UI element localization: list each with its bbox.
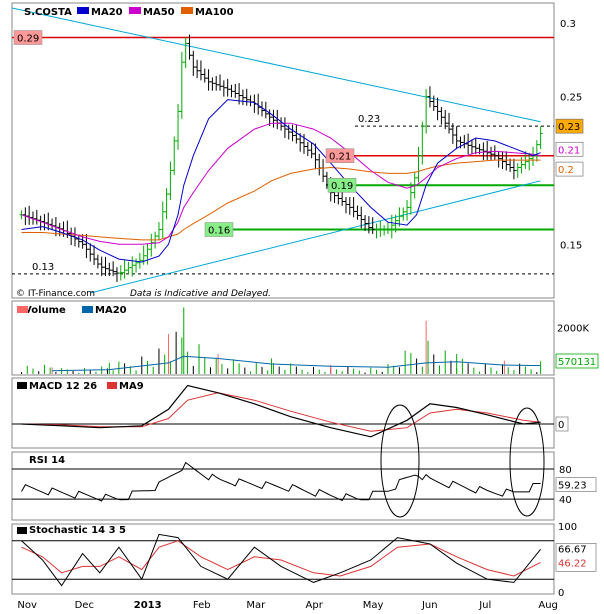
price-panel-frame	[11, 2, 555, 299]
level-tag-0.13: 0.13	[32, 262, 54, 273]
x-axis: Nov Dec 2013 Feb Mar Apr May Jun Jul Aug	[17, 600, 558, 611]
macd-zero-badge-box	[555, 416, 569, 432]
legend-label-MA50: MA50	[143, 7, 175, 18]
legend-swatch-MA20	[77, 7, 89, 14]
x-tick-2013: 2013	[134, 600, 162, 611]
x-tick-Jul: Jul	[478, 600, 491, 611]
price-legend: MA20 MA50 MA100	[77, 7, 234, 18]
rsi-title: RSI 14	[29, 455, 65, 466]
volume-panel-frame	[11, 300, 555, 376]
macd-panel: 0 MACD 12 26 MA9	[11, 377, 569, 449]
price-badge-2: 0.2	[558, 165, 574, 176]
volume-title: Volume	[24, 305, 66, 316]
macd-title: MACD 12 26	[29, 381, 97, 392]
volume-swatch	[17, 306, 28, 313]
rsi-y-tick-1: 40	[559, 495, 572, 506]
annotation-circle-aug	[509, 407, 545, 517]
stoch-k-line	[21, 533, 541, 587]
x-tick-May: May	[363, 600, 384, 611]
price-y-tick-0: 0.3	[560, 19, 576, 30]
volume-ma20-line	[52, 355, 541, 372]
volume-badge-box	[555, 353, 599, 369]
level-tag-box-0.16	[204, 222, 234, 237]
legend-swatch-MA100	[181, 7, 193, 14]
macd-legend: MA9	[17, 381, 144, 392]
legend-label-MA100: MA100	[195, 7, 234, 18]
price-badge-1: 0.21	[558, 145, 580, 156]
stoch-panel: 100 0 66.67 46.22 Stochastic 14 3 5	[11, 522, 597, 599]
x-tick-Dec: Dec	[75, 600, 94, 611]
level-tag-0.23: 0.23	[358, 114, 380, 125]
price-badge-2-box	[555, 161, 584, 177]
level-tag-box-0.19	[327, 177, 357, 193]
rsi-y-tick-0: 80	[559, 465, 572, 476]
level-tag-box-0.21	[325, 148, 355, 163]
stoch-y-tick-1: 0	[558, 588, 564, 599]
price-panel: 0.3 0.25 0.2 0.15 0.29 0.21 0.19 0.16 0.23 0.13 0.…	[11, 2, 584, 299]
x-tick-Jun: Jun	[421, 600, 438, 611]
price-ma100-line	[21, 159, 541, 241]
price-badge-0-box	[555, 118, 584, 134]
level-tag-box-0.29	[13, 30, 43, 45]
price-title: S.COSTA	[24, 7, 72, 18]
price-y-tick-1: 0.25	[560, 93, 582, 104]
volume-y-tick-0: 2000K	[557, 324, 589, 335]
price-badge-0: 0.23	[558, 122, 580, 133]
volume-panel: 2000K 570131 Volume MA20	[11, 300, 599, 376]
x-tick-Aug: Aug	[538, 600, 558, 611]
trendline-1	[90, 180, 541, 294]
price-y-tick-3: 0.15	[560, 240, 582, 251]
level-tag-0.21: 0.21	[329, 152, 351, 163]
legend-swatch-MA50	[129, 7, 141, 14]
source-credit: © IT-Finance.com	[16, 289, 95, 299]
price-badge-1-box	[555, 141, 584, 157]
level-tag-0.19: 0.19	[331, 181, 353, 192]
x-tick-Apr: Apr	[306, 600, 324, 611]
level-tag-0.29: 0.29	[17, 34, 39, 45]
level-tag-0.16: 0.16	[208, 226, 230, 237]
volume-legend-ma20: MA20	[95, 305, 127, 316]
rsi-badge: 59.23	[558, 481, 587, 492]
annotation-circle-may	[380, 404, 420, 518]
stoch-swatch	[17, 527, 27, 534]
macd-signal-swatch	[107, 382, 117, 389]
x-tick-Mar: Mar	[246, 600, 266, 611]
volume-ma20-swatch	[82, 306, 93, 313]
stoch-y-tick-0: 100	[558, 522, 577, 533]
disclaimer-text: Data is Indicative and Delayed.	[130, 289, 271, 299]
annotation-circles	[380, 404, 545, 518]
legend-label-MA20: MA20	[91, 7, 123, 18]
x-tick-Nov: Nov	[17, 600, 37, 611]
stoch-badge-k: 66.67	[558, 544, 587, 555]
macd-line	[21, 384, 541, 438]
stoch-title: Stochastic 14 3 5	[29, 525, 126, 536]
macd-panel-frame	[11, 377, 555, 449]
macd-swatch	[17, 382, 27, 389]
x-tick-Feb: Feb	[193, 600, 211, 611]
volume-badge: 570131	[558, 357, 596, 368]
rsi-panel-frame	[11, 451, 555, 521]
stoch-badge-d: 46.22	[558, 558, 587, 569]
volume-legend: MA20	[17, 305, 127, 316]
macd-zero-badge: 0	[558, 420, 564, 431]
rsi-badge-box	[555, 477, 597, 492]
rsi-line	[21, 461, 541, 502]
rsi-panel: 80 40 59.23 RSI 14	[11, 451, 597, 521]
macd-legend-signal: MA9	[119, 381, 144, 392]
stoch-badge-box	[555, 543, 597, 572]
price-ma50-line	[21, 122, 541, 245]
trendline-0	[11, 7, 541, 123]
price-ma20-line	[21, 99, 541, 263]
stoch-panel-frame	[11, 523, 555, 595]
